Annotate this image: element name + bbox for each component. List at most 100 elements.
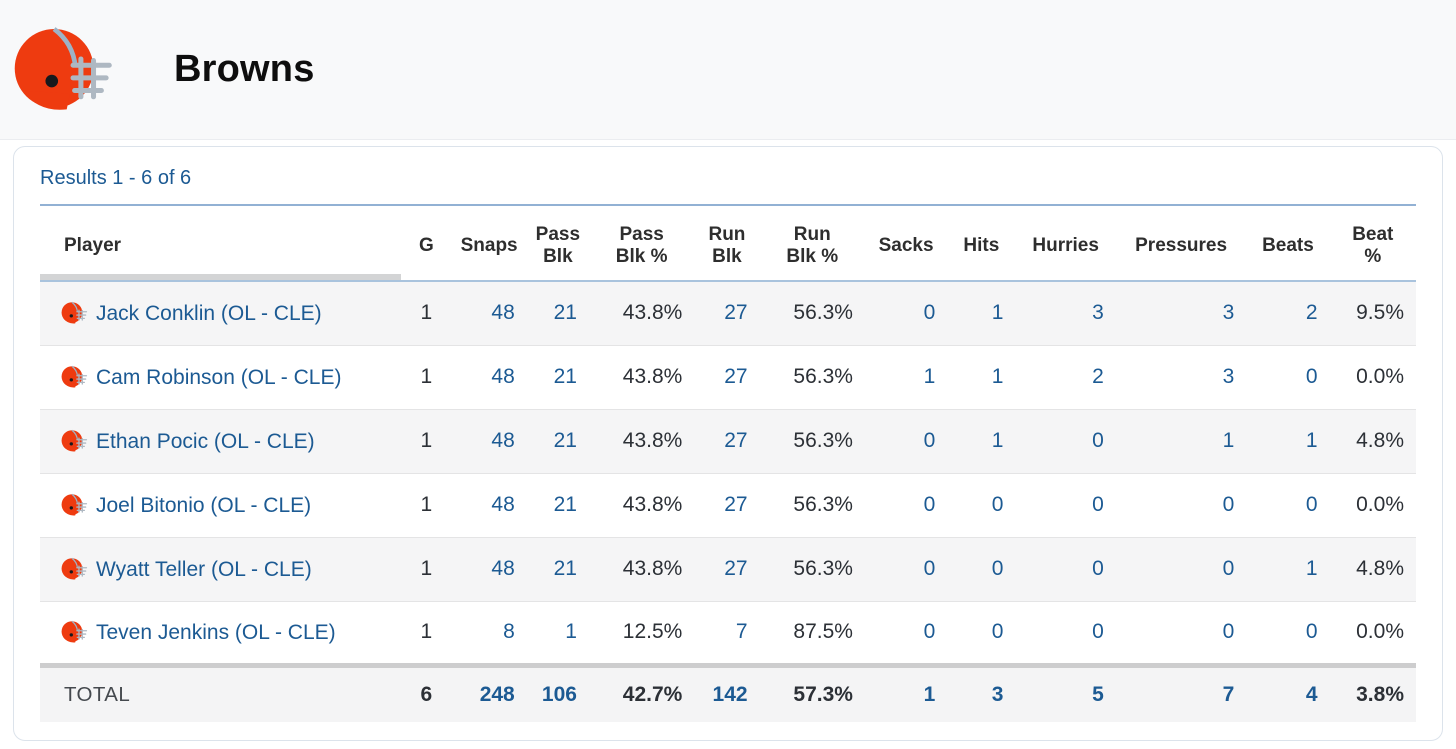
player-cell: Wyatt Teller (OL - CLE) [40,537,401,601]
cell-g: 1 [420,365,433,389]
cell-pressures[interactable]: 3 [1222,365,1235,389]
cell-pressures[interactable]: 3 [1222,301,1235,325]
cell-sacks[interactable]: 0 [923,557,936,581]
cell-pressures[interactable]: 0 [1222,557,1235,581]
cell-snaps[interactable]: 48 [491,557,515,581]
total-hits[interactable]: 3 [991,682,1004,706]
cell-pass-blk-pct: 43.8% [622,301,683,325]
cell-g: 1 [420,429,433,453]
cell-run-blk[interactable]: 27 [724,557,748,581]
stats-table: Player G Snaps Pass Blk Pass Blk % Run B… [40,208,1416,723]
cell-snaps[interactable]: 48 [491,301,515,325]
cell-hurries[interactable]: 3 [1092,301,1104,325]
col-header-g[interactable]: G [401,208,452,283]
col-header-beats[interactable]: Beats [1246,208,1330,283]
cell-run-blk[interactable]: 27 [724,493,748,517]
col-header-run-blk[interactable]: Run Blk [694,208,760,283]
cell-pass-blk-pct: 43.8% [622,429,683,453]
total-row: TOTAL 6 248 106 42.7% 142 57.3% 1 3 5 7 … [40,665,1416,723]
col-header-snaps[interactable]: Snaps [451,208,527,283]
table-row: Ethan Pocic (OL - CLE) 1 48 21 43.8% 27 … [40,409,1416,474]
total-beat-pct: 3.8% [1356,682,1404,706]
total-snaps[interactable]: 248 [479,682,515,706]
cell-pressures[interactable]: 1 [1222,429,1235,453]
player-link[interactable]: Jack Conklin (OL - CLE) [96,301,322,325]
player-link[interactable]: Cam Robinson (OL - CLE) [96,365,342,389]
cell-pass-blk-pct: 43.8% [622,365,683,389]
cell-sacks[interactable]: 0 [923,493,936,517]
cell-pass-blk[interactable]: 1 [565,620,577,644]
cell-hits[interactable]: 0 [991,620,1004,644]
total-hurries[interactable]: 5 [1092,682,1104,706]
cell-g: 1 [420,301,433,325]
col-header-hits[interactable]: Hits [947,208,1016,283]
cell-beats[interactable]: 1 [1305,557,1318,581]
cell-hurries[interactable]: 0 [1092,557,1104,581]
cell-beats[interactable]: 0 [1305,493,1318,517]
cell-beat-pct: 4.8% [1356,429,1404,453]
total-sacks[interactable]: 1 [923,682,936,706]
cell-pass-blk[interactable]: 21 [553,365,577,389]
cell-run-blk-pct: 56.3% [793,429,853,453]
results-count: Results 1 - 6 of 6 [40,167,192,189]
cell-snaps[interactable]: 48 [491,365,515,389]
cell-beats[interactable]: 0 [1305,620,1318,644]
cell-pass-blk[interactable]: 21 [553,493,577,517]
cell-hits[interactable]: 1 [991,429,1004,453]
cell-run-blk[interactable]: 27 [724,301,748,325]
cell-pass-blk[interactable]: 21 [553,429,577,453]
total-run-blk[interactable]: 142 [712,682,748,706]
cell-run-blk[interactable]: 27 [724,365,748,389]
col-header-sacks[interactable]: Sacks [864,208,948,283]
col-header-hurries[interactable]: Hurries [1015,208,1116,283]
cell-hurries[interactable]: 0 [1092,429,1104,453]
cell-hits[interactable]: 1 [991,301,1004,325]
cell-hits[interactable]: 1 [991,365,1004,389]
cell-sacks[interactable]: 0 [923,429,936,453]
cell-run-blk-pct: 56.3% [793,493,853,517]
col-header-pass-blk[interactable]: Pass Blk [526,208,589,283]
total-beats[interactable]: 4 [1305,682,1318,706]
cell-beats[interactable]: 1 [1305,429,1318,453]
col-header-run-blk-pct[interactable]: Run Blk % [759,208,865,283]
total-pass-blk-pct: 42.7% [622,682,683,706]
team-helmet-icon [60,493,88,517]
player-link[interactable]: Wyatt Teller (OL - CLE) [96,557,312,581]
player-cell: Ethan Pocic (OL - CLE) [40,409,401,473]
cell-g: 1 [420,557,433,581]
team-helmet-icon [60,365,88,389]
player-link[interactable]: Joel Bitonio (OL - CLE) [96,493,312,517]
col-header-beat-pct[interactable]: Beat % [1329,208,1416,283]
cell-pressures[interactable]: 0 [1222,493,1235,517]
cell-snaps[interactable]: 8 [503,620,515,644]
col-header-pass-blk-pct[interactable]: Pass Blk % [588,208,695,283]
cell-hurries[interactable]: 0 [1092,493,1104,517]
cell-sacks[interactable]: 0 [923,301,936,325]
total-g: 6 [420,682,433,706]
cell-pass-blk[interactable]: 21 [553,557,577,581]
page-title: Browns [174,48,315,90]
cell-sacks[interactable]: 0 [923,620,936,644]
cell-hurries[interactable]: 0 [1092,620,1104,644]
cell-hits[interactable]: 0 [991,493,1004,517]
col-header-pressures[interactable]: Pressures [1115,208,1247,283]
total-pressures[interactable]: 7 [1222,682,1235,706]
total-pass-blk[interactable]: 106 [541,682,577,706]
cell-beats[interactable]: 0 [1305,365,1318,389]
player-link[interactable]: Ethan Pocic (OL - CLE) [96,429,315,453]
player-link[interactable]: Teven Jenkins (OL - CLE) [96,620,336,644]
cell-pressures[interactable]: 0 [1222,620,1235,644]
cell-beats[interactable]: 2 [1305,301,1318,325]
cell-run-blk[interactable]: 7 [735,620,748,644]
cell-pass-blk[interactable]: 21 [553,301,577,325]
cell-sacks[interactable]: 1 [923,365,936,389]
cell-run-blk-pct: 56.3% [793,365,853,389]
cell-run-blk[interactable]: 27 [724,429,748,453]
cell-hurries[interactable]: 2 [1092,365,1104,389]
cell-hits[interactable]: 0 [991,557,1004,581]
cell-snaps[interactable]: 48 [491,429,515,453]
col-header-player[interactable]: Player [40,208,402,283]
cell-g: 1 [420,493,433,517]
cell-snaps[interactable]: 48 [491,493,515,517]
team-helmet-icon [60,557,88,581]
